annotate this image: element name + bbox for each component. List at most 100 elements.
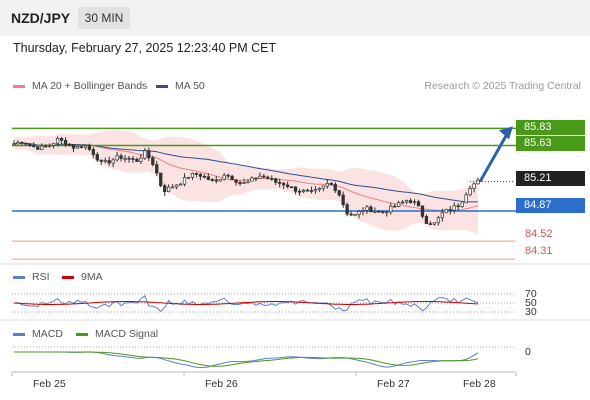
candle-body bbox=[107, 160, 111, 164]
candle-body bbox=[20, 142, 24, 144]
candle-body bbox=[357, 211, 361, 215]
candle-body bbox=[448, 209, 452, 211]
forecast-arrow-head bbox=[499, 126, 513, 140]
candle-body bbox=[278, 181, 282, 184]
candle-body bbox=[412, 201, 417, 204]
candle-body bbox=[218, 178, 222, 182]
candle-body bbox=[111, 159, 115, 164]
candle-body bbox=[210, 179, 214, 181]
level-tag-84-87: 84.87 bbox=[516, 198, 585, 213]
candle-body bbox=[397, 202, 401, 207]
candle-body bbox=[317, 187, 322, 190]
candle-body bbox=[32, 145, 36, 148]
legend-rsi-swatch bbox=[13, 276, 25, 279]
candle-body bbox=[131, 158, 135, 160]
candle-body bbox=[36, 146, 40, 150]
candle-body bbox=[436, 217, 441, 224]
macd-signal-line bbox=[14, 351, 479, 367]
candle-body bbox=[48, 145, 52, 147]
timeframe-button[interactable]: 30 MIN bbox=[78, 7, 130, 29]
candle-body bbox=[420, 205, 425, 217]
candle-body bbox=[242, 182, 246, 184]
level-tag-85-63: 85.63 bbox=[516, 136, 585, 151]
candle-body bbox=[139, 157, 143, 162]
level-label-84-52: 84.52 bbox=[525, 228, 553, 240]
candle-body bbox=[377, 210, 381, 213]
candle-body bbox=[404, 200, 409, 203]
symbol-label: NZD/JPY bbox=[11, 10, 71, 26]
candle-body bbox=[301, 189, 306, 192]
legend-rsi: RSI bbox=[32, 271, 50, 283]
candle-body bbox=[349, 213, 353, 216]
candle-body bbox=[333, 184, 337, 191]
candle-body bbox=[226, 174, 230, 177]
candle-body bbox=[238, 182, 242, 184]
x-tick-feb25: Feb 25 bbox=[33, 378, 66, 390]
candle-body bbox=[234, 179, 238, 183]
candle-body bbox=[297, 190, 302, 193]
candle-body bbox=[416, 201, 421, 207]
bollinger-band bbox=[14, 130, 478, 235]
candle-body bbox=[71, 144, 76, 149]
candle-body bbox=[24, 142, 28, 145]
candle-body bbox=[258, 175, 262, 179]
candle-body bbox=[401, 201, 405, 204]
candle-body bbox=[44, 145, 48, 148]
candle-body bbox=[79, 146, 84, 148]
candle-body bbox=[274, 178, 278, 183]
candle-body bbox=[214, 179, 218, 182]
candle-body bbox=[99, 159, 103, 162]
candle-body bbox=[115, 155, 119, 161]
candle-body bbox=[16, 142, 20, 145]
candle-body bbox=[206, 176, 210, 180]
candle-body bbox=[282, 183, 286, 186]
candle-body bbox=[250, 177, 254, 182]
candle-body bbox=[194, 172, 199, 175]
candle-body bbox=[460, 202, 464, 207]
candle-body bbox=[135, 158, 139, 162]
candle-body bbox=[345, 204, 349, 215]
candle-body bbox=[289, 186, 294, 189]
legend-ma20: MA 20 + Bollinger Bands bbox=[32, 80, 148, 92]
candle-body bbox=[87, 145, 91, 150]
rsi-level-50: 50 bbox=[525, 297, 537, 309]
legend-macd-swatch bbox=[13, 333, 25, 336]
candle-body bbox=[95, 154, 99, 161]
candle-body bbox=[155, 164, 159, 174]
candle-body bbox=[222, 174, 226, 180]
candle-body bbox=[12, 143, 16, 146]
candle-body bbox=[361, 209, 365, 212]
x-tick-feb27: Feb 27 bbox=[377, 378, 410, 390]
rsi-9ma-line bbox=[13, 301, 479, 305]
legend-ma20-swatch bbox=[13, 85, 25, 88]
candle-body bbox=[170, 186, 175, 189]
x-tick-feb28: Feb 28 bbox=[463, 378, 496, 390]
candle-body bbox=[75, 146, 80, 149]
candle-body bbox=[305, 189, 310, 192]
level-label-84-31: 84.31 bbox=[525, 245, 553, 257]
candle-body bbox=[432, 222, 437, 225]
candle-body bbox=[341, 194, 345, 205]
level-tag-85-83: 85.83 bbox=[516, 120, 585, 135]
legend-ma50: MA 50 bbox=[175, 80, 205, 92]
candle-body bbox=[369, 206, 373, 213]
candle-body bbox=[337, 190, 341, 196]
candle-body bbox=[198, 173, 203, 177]
candle-body bbox=[321, 185, 325, 189]
candle-body bbox=[440, 212, 444, 219]
candle-body bbox=[373, 210, 377, 213]
candle-body bbox=[424, 216, 429, 224]
candle-body bbox=[381, 211, 385, 213]
candle-body bbox=[329, 183, 333, 185]
candle-body bbox=[63, 139, 68, 145]
candle-body bbox=[202, 175, 207, 178]
candle-body bbox=[59, 138, 64, 141]
candle-body bbox=[254, 177, 258, 180]
credit-label: Research © 2025 Trading Central bbox=[424, 80, 581, 92]
rsi-level-70: 70 bbox=[525, 288, 537, 300]
candle-body bbox=[178, 183, 183, 186]
candle-body bbox=[293, 186, 298, 192]
macd-level-0: 0 bbox=[525, 346, 531, 358]
candle-body bbox=[40, 145, 44, 150]
